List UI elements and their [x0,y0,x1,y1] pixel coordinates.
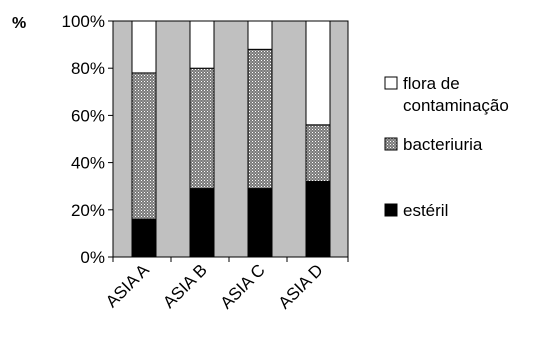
legend-label: estéril [403,201,448,220]
y-tick-label: 80% [71,59,105,78]
legend-label: flora de contaminação [403,74,509,115]
y-tick-label: 0% [80,248,105,267]
legend: flora de contaminação bacteriuria estéril [384,74,509,220]
bar-segment-flora [247,20,273,50]
bar-segment-bacteriuria [189,67,215,190]
x-tick-label: ASIA D [275,260,327,312]
bar-segment-flora [305,20,331,126]
legend-swatch [384,203,398,217]
bar-segment-esteril [189,188,215,258]
y-tick-label: 40% [71,154,105,173]
legend-swatch [384,76,398,90]
bar-segment-esteril [131,218,157,258]
legend-label: bacteriuria [403,135,483,154]
bar-segment-bacteriuria [131,72,157,220]
y-axis-label: % [12,15,26,32]
x-tick-label: ASIA B [159,260,211,312]
bar-segment-flora [131,20,157,74]
bar-segment-bacteriuria [305,124,331,182]
bars [131,20,331,258]
bar-segment-esteril [305,180,331,258]
y-tick-label: 60% [71,106,105,125]
x-tick-label: ASIA C [217,260,269,312]
legend-swatch [384,137,398,151]
y-tick-label: 20% [71,201,105,220]
x-tick-label: ASIA A [102,260,153,311]
bar-segment-flora [189,20,215,69]
bar-segment-bacteriuria [247,48,273,190]
y-tick-label: 100% [62,12,105,31]
bar-segment-esteril [247,188,273,258]
